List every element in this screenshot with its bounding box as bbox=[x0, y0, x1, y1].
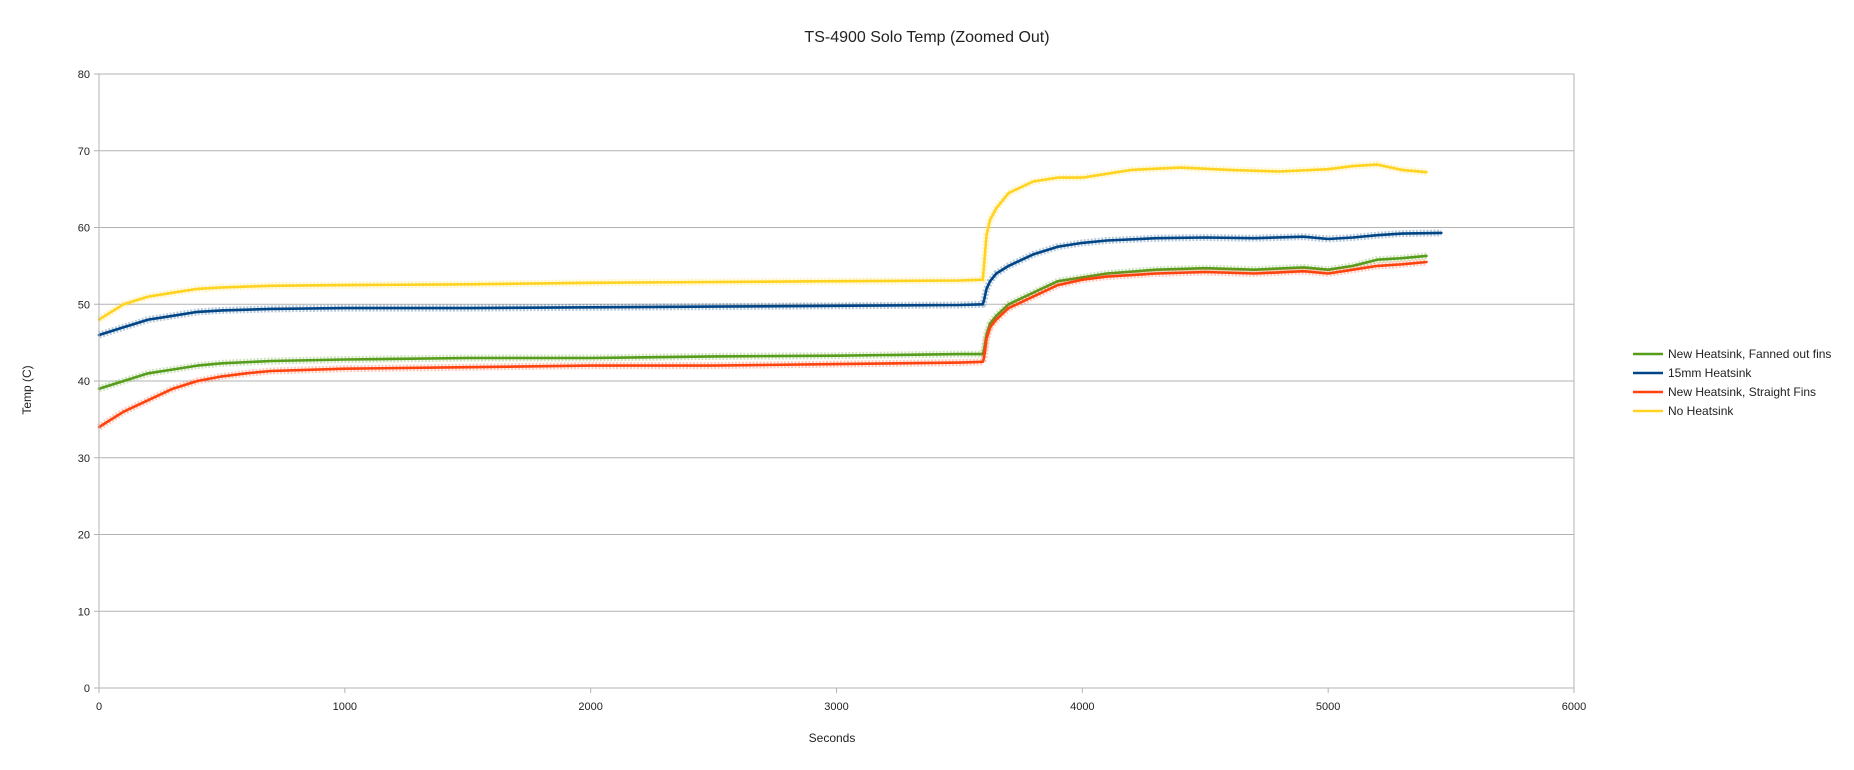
y-tick-label: 10 bbox=[78, 606, 90, 618]
legend-label: No Heatsink bbox=[1668, 404, 1734, 418]
series-line bbox=[97, 260, 1428, 429]
x-tick-label: 0 bbox=[96, 701, 102, 713]
chart-title: TS-4900 Solo Temp (Zoomed Out) bbox=[804, 29, 1049, 46]
series-line bbox=[97, 163, 1428, 321]
x-tick-label: 3000 bbox=[824, 701, 848, 713]
series-line bbox=[97, 231, 1443, 337]
y-tick-label: 60 bbox=[78, 223, 90, 235]
legend-item: No Heatsink bbox=[1633, 404, 1734, 418]
x-tick-label: 5000 bbox=[1316, 701, 1340, 713]
y-tick-label: 80 bbox=[78, 69, 90, 81]
series-1 bbox=[97, 229, 1443, 339]
y-tick-label: 0 bbox=[84, 683, 90, 695]
series-3 bbox=[97, 161, 1428, 323]
x-tick-label: 2000 bbox=[578, 701, 602, 713]
y-tick-label: 40 bbox=[78, 376, 90, 388]
y-tick-label: 50 bbox=[78, 299, 90, 311]
legend-label: 15mm Heatsink bbox=[1668, 366, 1752, 380]
axes: 0 10 20 30 40 50 60 70 80 0 1000 2000 3000 4000 5000 60… bbox=[78, 69, 1586, 713]
series-layer bbox=[97, 161, 1443, 431]
x-tick-label: 6000 bbox=[1562, 701, 1586, 713]
legend-item: New Heatsink, Straight Fins bbox=[1633, 385, 1816, 399]
legend-label: New Heatsink, Fanned out fins bbox=[1668, 347, 1831, 361]
y-tick-label: 20 bbox=[78, 530, 90, 542]
y-tick-label: 70 bbox=[78, 146, 90, 158]
legend-label: New Heatsink, Straight Fins bbox=[1668, 385, 1816, 399]
x-tick-label: 1000 bbox=[333, 701, 357, 713]
y-tick-label: 30 bbox=[78, 453, 90, 465]
x-tick-label: 4000 bbox=[1070, 701, 1094, 713]
legend-item: New Heatsink, Fanned out fins bbox=[1633, 347, 1831, 361]
legend: New Heatsink, Fanned out fins 15mm Heatsi… bbox=[1633, 347, 1831, 418]
y-axis-label: Temp (C) bbox=[20, 365, 34, 414]
x-axis-label: Seconds bbox=[809, 731, 856, 745]
series-2 bbox=[97, 258, 1428, 431]
legend-item: 15mm Heatsink bbox=[1633, 366, 1752, 380]
